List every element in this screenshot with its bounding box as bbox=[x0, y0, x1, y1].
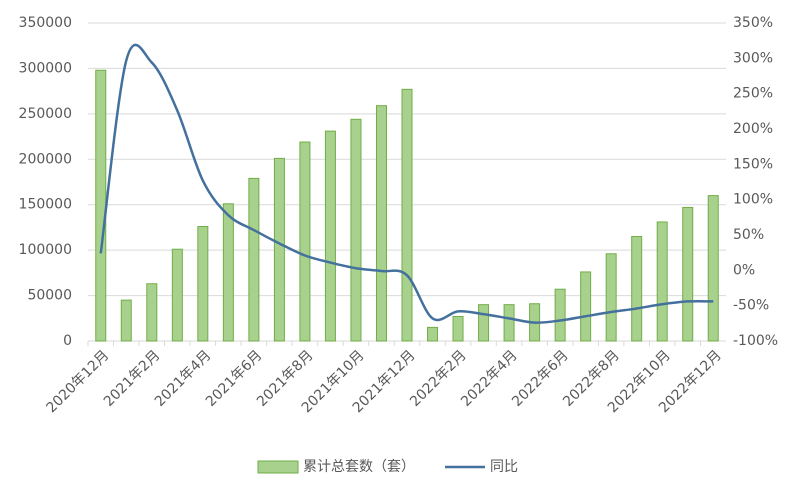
y-tick-label: 300000 bbox=[19, 60, 72, 76]
legend-swatch bbox=[257, 460, 299, 474]
y2-tick-label: 50% bbox=[733, 227, 764, 243]
y2-tick-label: 350% bbox=[733, 15, 773, 31]
line bbox=[99, 43, 714, 324]
bar bbox=[146, 283, 158, 342]
y2-tick-label: -50% bbox=[733, 298, 769, 314]
y-tick-label: 250000 bbox=[19, 106, 72, 122]
bar bbox=[580, 271, 592, 342]
y-tick-label: 0 bbox=[63, 333, 72, 349]
bar bbox=[197, 226, 209, 342]
bar bbox=[95, 69, 107, 342]
bar bbox=[427, 326, 439, 342]
y2-tick-label: 0% bbox=[733, 262, 755, 278]
y2-tick-label: 250% bbox=[733, 86, 773, 102]
bar bbox=[554, 288, 566, 342]
bar bbox=[171, 248, 183, 342]
legend-label: 累计总套数（套） bbox=[303, 459, 415, 475]
x-tick-label: 2020年12月 bbox=[44, 347, 113, 416]
bar bbox=[324, 130, 336, 342]
bar bbox=[605, 253, 617, 342]
bar bbox=[120, 299, 132, 342]
bar bbox=[350, 118, 362, 342]
y2-tick-label: 100% bbox=[733, 192, 773, 208]
y2-tick-label: 200% bbox=[733, 121, 773, 137]
bar bbox=[273, 157, 285, 342]
bar bbox=[707, 195, 719, 342]
y-tick-label: 200000 bbox=[19, 151, 72, 167]
y2-tick-label: -100% bbox=[733, 333, 778, 349]
bar bbox=[682, 206, 694, 342]
y2-tick-label: 300% bbox=[733, 50, 773, 66]
y-tick-label: 100000 bbox=[19, 242, 72, 258]
bar bbox=[375, 105, 387, 342]
bar bbox=[478, 304, 490, 342]
y-tick-label: 50000 bbox=[27, 288, 72, 304]
bar bbox=[452, 315, 464, 342]
bar bbox=[656, 221, 668, 342]
y-tick-label: 150000 bbox=[19, 197, 72, 213]
bar bbox=[222, 203, 234, 342]
bar bbox=[631, 236, 643, 342]
y2-tick-label: 150% bbox=[733, 156, 773, 172]
bar bbox=[503, 304, 515, 342]
y-tick-label: 350000 bbox=[19, 15, 72, 31]
bar bbox=[299, 141, 311, 342]
bar bbox=[248, 177, 260, 342]
bar bbox=[401, 88, 413, 342]
legend-label: 同比 bbox=[490, 459, 518, 475]
